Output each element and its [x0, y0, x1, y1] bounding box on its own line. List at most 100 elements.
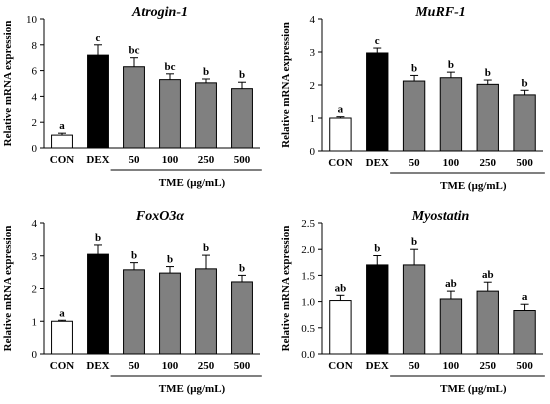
y-tick-label: 0: [310, 146, 316, 158]
y-tick-label: 3: [310, 47, 316, 59]
bar-500: [231, 88, 253, 149]
y-tick-label: 4: [310, 14, 316, 26]
category-label: 50: [409, 157, 421, 169]
significance-label: b: [131, 250, 137, 262]
y-tick-label: 2.0: [301, 244, 315, 256]
category-label: 250: [480, 360, 497, 372]
bar-500: [513, 94, 536, 152]
category-label: DEX: [86, 360, 109, 372]
y-axis-label: Relative mRNA expression: [2, 21, 14, 147]
chart-title: Atrogin-1: [131, 5, 188, 20]
y-tick-label: 0: [32, 349, 38, 361]
significance-label: b: [374, 242, 380, 254]
x-axis-label: TME (μg/mL): [440, 180, 507, 192]
y-tick-label: 0.0: [301, 349, 315, 361]
x-axis-label: TME (μg/mL): [440, 383, 507, 395]
y-axis-label: Relative mRNA expression: [2, 226, 14, 352]
category-label: 50: [409, 360, 421, 372]
y-tick-label: 1: [32, 316, 38, 328]
bar-50: [123, 269, 145, 355]
y-tick-label: 0: [32, 143, 38, 155]
y-tick-label: 4: [32, 218, 38, 230]
bar-DEX: [366, 264, 389, 355]
significance-label: bc: [165, 61, 176, 73]
significance-label: ab: [482, 269, 494, 281]
x-axis-label: TME (μg/mL): [159, 177, 226, 189]
category-label: 500: [234, 154, 251, 166]
bar-CON: [51, 320, 73, 355]
chart-panel-4: Myostatin Relative mRNA expression 0.0 0.5 1…: [280, 209, 545, 395]
significance-label: a: [59, 120, 65, 132]
bar-250: [195, 82, 217, 149]
significance-label: b: [522, 77, 528, 89]
y-tick-label: 1.5: [301, 270, 315, 282]
bar-500: [231, 281, 253, 355]
chart-panel-1: Atrogin-1 Relative mRNA expression 0 2 4 6 8 10…: [2, 5, 262, 189]
significance-label: c: [375, 35, 380, 47]
significance-label: bc: [129, 45, 140, 57]
significance-label: a: [338, 104, 344, 116]
bar-100: [439, 298, 463, 355]
y-tick-label: 1: [310, 113, 316, 125]
category-label: 250: [480, 157, 497, 169]
significance-label: b: [167, 254, 173, 266]
category-label: DEX: [366, 157, 389, 169]
chart-panel-3: FoxO3α Relative mRNA expression 0 1 2 3 4 a CON b…: [2, 209, 262, 395]
category-label: 250: [198, 154, 215, 166]
bar-500: [513, 310, 536, 355]
bar-DEX: [87, 54, 109, 149]
bar-100: [159, 79, 181, 149]
y-axis-label: Relative mRNA expression: [280, 226, 292, 352]
category-label: 500: [516, 360, 533, 372]
significance-label: b: [411, 236, 417, 248]
bar-50: [123, 66, 145, 149]
bar-50: [402, 80, 426, 152]
category-label: DEX: [366, 360, 389, 372]
significance-label: ab: [445, 278, 457, 290]
significance-label: b: [411, 62, 417, 74]
category-label: CON: [50, 154, 75, 166]
category-label: 100: [162, 154, 179, 166]
significance-label: b: [485, 67, 491, 79]
significance-label: a: [522, 291, 528, 303]
category-label: DEX: [86, 154, 109, 166]
y-axis-label: Relative mRNA expression: [280, 22, 292, 148]
y-tick-label: 2: [310, 80, 316, 92]
bar-CON: [51, 134, 73, 149]
category-label: 50: [129, 154, 141, 166]
category-label: 50: [129, 360, 141, 372]
bar-250: [476, 290, 499, 355]
category-label: 100: [443, 157, 460, 169]
bar-100: [159, 272, 181, 355]
category-label: 250: [198, 360, 215, 372]
category-label: CON: [328, 157, 353, 169]
bar-250: [476, 83, 499, 152]
y-tick-label: 4: [32, 91, 38, 103]
significance-label: ab: [335, 282, 347, 294]
significance-label: b: [95, 232, 101, 244]
bar-100: [439, 77, 463, 152]
significance-label: b: [203, 242, 209, 254]
category-label: 500: [234, 360, 251, 372]
y-tick-label: 8: [32, 40, 38, 52]
bar-DEX: [87, 253, 109, 355]
chart-title: Myostatin: [411, 209, 470, 224]
bar-DEX: [366, 52, 389, 152]
bar-50: [402, 264, 426, 355]
significance-label: b: [239, 262, 245, 274]
category-label: 500: [516, 157, 533, 169]
chart-title: FoxO3α: [135, 209, 184, 224]
significance-label: b: [203, 66, 209, 78]
bar-CON: [329, 117, 352, 152]
significance-label: b: [448, 59, 454, 71]
category-label: CON: [50, 360, 75, 372]
bar-CON: [329, 300, 352, 355]
significance-label: c: [96, 32, 101, 44]
bar-250: [195, 268, 217, 355]
significance-label: a: [59, 307, 65, 319]
x-axis-label: TME (μg/mL): [159, 383, 226, 395]
y-tick-label: 10: [26, 14, 38, 26]
y-tick-label: 0.5: [301, 323, 315, 335]
y-tick-label: 6: [32, 66, 38, 78]
